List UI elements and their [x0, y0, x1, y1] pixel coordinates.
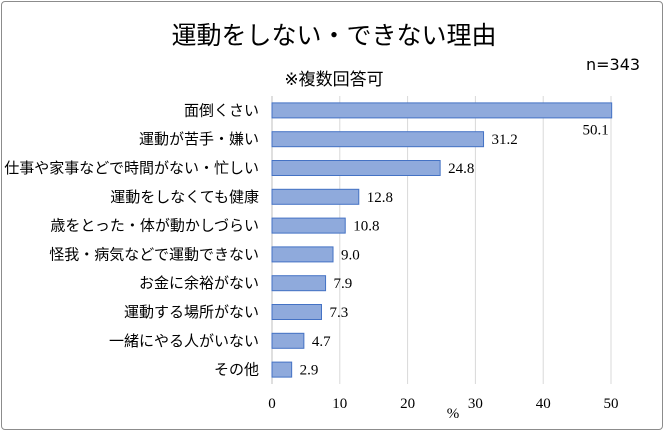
chart-title: 運動をしない・できない理由 [171, 21, 497, 50]
data-label: 10.8 [353, 219, 379, 235]
bar [271, 102, 613, 119]
data-label: 31.2 [492, 132, 518, 148]
category-label: 仕事や家事などで時間がない・忙しい [4, 160, 259, 177]
x-tick-label: 20 [400, 396, 415, 412]
bar [271, 304, 322, 320]
category-label: 歳をとった・体が動かしづらい [50, 218, 259, 235]
x-axis-label: % [447, 406, 460, 422]
data-labels: 50.1 31.2 24.8 12.8 10.8 9.0 7.9 7.3 4.7 2.9 [300, 122, 609, 378]
data-label: 2.9 [300, 363, 319, 379]
category-label: 面倒くさい [184, 102, 259, 119]
x-tick-label: 40 [536, 396, 551, 412]
bar [271, 217, 346, 234]
category-labels: 面倒くさい運動が苦手・嫌い仕事や家事などで時間がない・忙しい運動をしなくても健康… [4, 102, 259, 378]
data-label: 12.8 [367, 190, 393, 206]
category-label: 運動する場所がない [124, 304, 259, 321]
x-tick-label: 10 [332, 396, 347, 412]
data-label: 9.0 [341, 247, 360, 263]
x-tick-labels: 0 10 20 30 40 50 [268, 396, 618, 412]
x-tick-label: 0 [268, 396, 276, 412]
category-label: 運動が苦手・嫌い [139, 131, 259, 148]
sample-size-label: n=343 [586, 55, 641, 74]
bars [271, 102, 613, 378]
bar [271, 246, 334, 263]
bar [271, 332, 305, 349]
category-label: 怪我・病気などで運動できない [49, 246, 259, 263]
x-tick-label: 30 [468, 396, 483, 412]
data-label: 50.1 [583, 122, 609, 138]
bar [271, 131, 485, 148]
category-label: 一緒にやる人がいない [109, 333, 259, 350]
chart-subtitle: ※複数回答可 [284, 70, 384, 90]
bar [271, 275, 327, 292]
category-label: お金に余裕がない [139, 274, 259, 292]
bar [271, 361, 293, 378]
x-tick-label: 50 [604, 396, 619, 412]
data-label: 7.9 [334, 276, 353, 292]
category-label: 運動をしなくても健康 [110, 189, 259, 206]
data-label: 24.8 [448, 161, 474, 177]
data-label: 4.7 [312, 334, 331, 350]
bar [271, 188, 360, 205]
data-label: 7.3 [329, 305, 348, 321]
bar [271, 160, 441, 176]
category-label: その他 [214, 362, 259, 379]
